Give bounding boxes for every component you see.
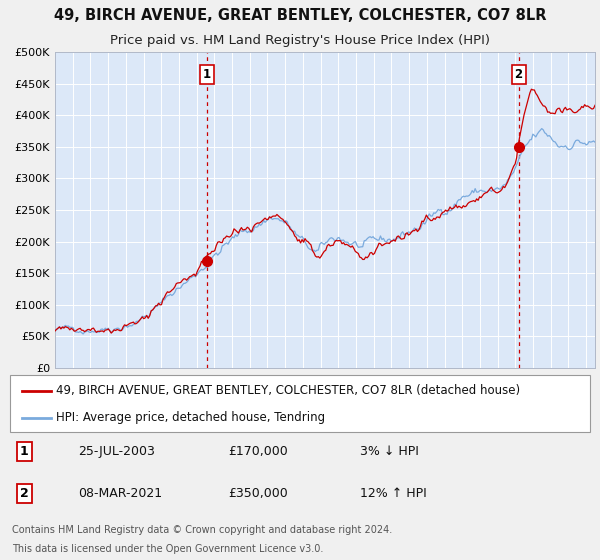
Text: 1: 1	[202, 68, 211, 81]
Text: 12% ↑ HPI: 12% ↑ HPI	[360, 487, 427, 500]
Text: Price paid vs. HM Land Registry's House Price Index (HPI): Price paid vs. HM Land Registry's House …	[110, 34, 490, 47]
Text: 08-MAR-2021: 08-MAR-2021	[78, 487, 162, 500]
Text: 49, BIRCH AVENUE, GREAT BENTLEY, COLCHESTER, CO7 8LR (detached house): 49, BIRCH AVENUE, GREAT BENTLEY, COLCHES…	[56, 385, 521, 398]
Text: Contains HM Land Registry data © Crown copyright and database right 2024.: Contains HM Land Registry data © Crown c…	[12, 525, 392, 535]
Text: 2: 2	[514, 68, 523, 81]
Text: £170,000: £170,000	[228, 445, 288, 458]
FancyBboxPatch shape	[10, 375, 590, 432]
Text: 1: 1	[20, 445, 28, 458]
Text: 49, BIRCH AVENUE, GREAT BENTLEY, COLCHESTER, CO7 8LR: 49, BIRCH AVENUE, GREAT BENTLEY, COLCHES…	[54, 8, 546, 23]
Text: HPI: Average price, detached house, Tendring: HPI: Average price, detached house, Tend…	[56, 411, 326, 424]
Text: 3% ↓ HPI: 3% ↓ HPI	[360, 445, 419, 458]
Text: £350,000: £350,000	[228, 487, 288, 500]
Text: 25-JUL-2003: 25-JUL-2003	[78, 445, 155, 458]
Text: 2: 2	[20, 487, 28, 500]
Text: This data is licensed under the Open Government Licence v3.0.: This data is licensed under the Open Gov…	[12, 544, 323, 554]
